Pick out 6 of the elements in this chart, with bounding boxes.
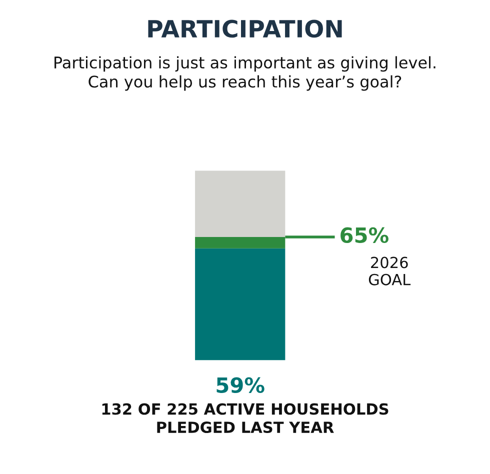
ref-line-label: 65% — [340, 227, 388, 244]
text: 2026 GOAL — [368, 256, 411, 286]
chart-title: PARTICIPATION — [148, 20, 342, 38]
text: 132 OF 225 ACTIVE HOUSEHOLDS PLEDGED LAST YEAR — [102, 403, 388, 434]
data-label: 59% — [216, 377, 264, 394]
chart-subtitle: Participation is just as important as giving level. Can you help us reach this year’s goal? — [54, 56, 436, 91]
